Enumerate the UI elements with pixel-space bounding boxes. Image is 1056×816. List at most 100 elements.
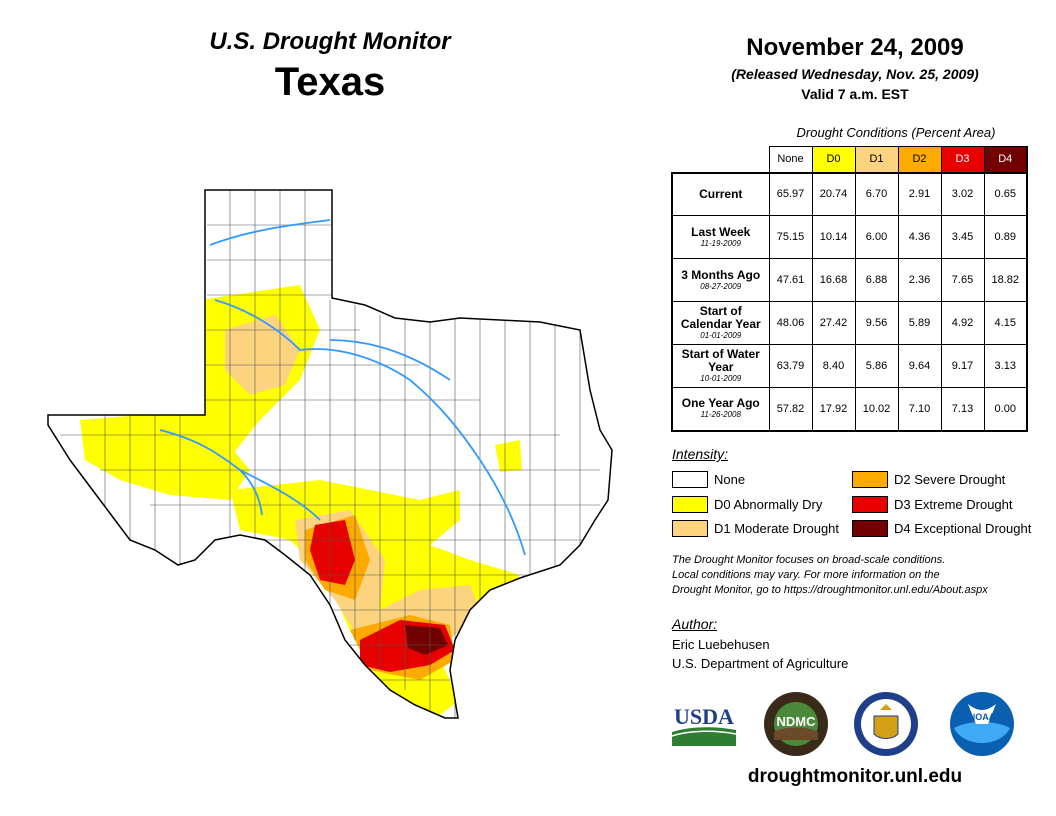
- value-cell: 2.91: [897, 172, 942, 216]
- value-cell: 5.86: [854, 344, 899, 388]
- release-line: (Released Wednesday, Nov. 25, 2009): [731, 66, 979, 82]
- legend-swatch-d0: [672, 496, 708, 513]
- category-d0: D0: [811, 146, 856, 174]
- legend-label-d4: D4 Exceptional Drought: [894, 521, 1032, 536]
- legend-label-none: None: [714, 472, 746, 487]
- value-cell: 6.70: [854, 172, 899, 216]
- legend-item-none: None: [672, 471, 745, 488]
- report-date: November 24, 2009: [746, 34, 964, 61]
- value-cell: 7.10: [897, 387, 942, 432]
- legend-label-d0: D0 Abnormally Dry: [714, 497, 823, 512]
- condition-row: Last Week 11-19-2009 75.15 10.14 6.00 4.36 3.4…: [671, 215, 1028, 259]
- value-cell: 3.45: [940, 215, 985, 259]
- value-cell: 4.36: [897, 215, 942, 259]
- usda-logo-text: USDA: [674, 704, 734, 729]
- row-label-text: Current: [699, 186, 743, 201]
- noaa-logo-text: NOAA: [969, 712, 996, 722]
- monitor-title: U.S. Drought Monitor: [209, 28, 451, 55]
- disclaimer: The Drought Monitor focuses on broad-sca…: [672, 553, 1042, 598]
- d1-region-panhandle: [225, 315, 300, 395]
- texas-outline: [47, 189, 613, 719]
- value-cell: 7.13: [940, 387, 985, 432]
- row-label-text: One Year Ago: [681, 396, 760, 411]
- d0-region-west: [80, 410, 250, 500]
- legend-swatch-d1: [672, 520, 708, 537]
- texas-drought-map: [47, 189, 613, 719]
- ndmc-logo-icon: NDMC: [764, 692, 828, 756]
- value-cell: 48.06: [768, 301, 813, 345]
- header-right: November 24, 2009 (Released Wednesday, N…: [690, 34, 1020, 102]
- row-label: Start of Calendar Year 01-01-2009: [671, 301, 770, 345]
- legend-title: Intensity:: [672, 446, 729, 462]
- row-label-text: 3 Months Ago: [681, 267, 761, 282]
- value-cell: 65.97: [768, 172, 813, 216]
- rivers: [159, 219, 526, 556]
- value-cell: 3.13: [983, 344, 1028, 388]
- website-link[interactable]: droughtmonitor.unl.edu: [747, 766, 963, 787]
- row-label: One Year Ago 11-26-2008: [671, 387, 770, 432]
- value-cell: 0.00: [983, 387, 1028, 432]
- legend-swatch-d4: [852, 520, 888, 537]
- value-cell: 6.88: [854, 258, 899, 302]
- condition-row: Current 65.97 20.74 6.70 2.91 3.02 0.65: [671, 172, 1028, 216]
- row-label-text: Last Week: [691, 224, 751, 239]
- value-cell: 9.17: [940, 344, 985, 388]
- legend-item-d1: D1 Moderate Drought: [672, 520, 839, 537]
- row-date: 10-01-2009: [700, 374, 742, 383]
- author-name: Eric Luebehusen: [672, 637, 770, 652]
- conditions-table: None D0 D1 D2 D3 D4 Current 65.97 20.74 6.7…: [671, 146, 1028, 432]
- value-cell: 17.92: [811, 387, 856, 432]
- category-d2: D2: [897, 146, 942, 174]
- value-cell: 3.02: [940, 172, 985, 216]
- value-cell: 16.68: [811, 258, 856, 302]
- category-header-row: None D0 D1 D2 D3 D4: [672, 146, 1028, 174]
- condition-row: 3 Months Ago 08-27-2009 47.61 16.68 6.88 2.36…: [671, 258, 1028, 302]
- category-d1: D1: [854, 146, 899, 174]
- legend-swatch-none: [672, 471, 708, 488]
- disclaimer-line-1: The Drought Monitor focuses on broad-sca…: [672, 554, 946, 566]
- value-cell: 8.40: [811, 344, 856, 388]
- ndmc-logo-text: NDMC: [777, 714, 817, 729]
- doc-seal-icon: [854, 692, 918, 756]
- value-cell: 2.36: [897, 258, 942, 302]
- usda-logo-icon: USDA: [671, 704, 737, 746]
- legend-item-d0: D0 Abnormally Dry: [672, 496, 822, 513]
- disclaimer-line-2: Local conditions may vary. For more info…: [672, 569, 940, 581]
- row-label-text: Start of Calendar Year: [680, 304, 761, 331]
- legend-swatch-d3: [852, 496, 888, 513]
- value-cell: 10.02: [854, 387, 899, 432]
- value-cell: 7.65: [940, 258, 985, 302]
- row-date: 01-01-2009: [700, 331, 742, 340]
- author-title: Author:: [672, 616, 718, 632]
- disclaimer-line-3: Drought Monitor, go to https://droughtmo…: [672, 584, 988, 596]
- value-cell: 9.64: [897, 344, 942, 388]
- conditions-caption: Drought Conditions (Percent Area): [796, 125, 996, 140]
- header-left: U.S. Drought Monitor Texas: [150, 28, 510, 105]
- value-cell: 27.42: [811, 301, 856, 345]
- legend-item-d2: D2 Severe Drought: [852, 471, 1005, 488]
- d3-region-central: [310, 520, 355, 585]
- value-cell: 63.79: [768, 344, 813, 388]
- row-label: Current: [671, 172, 770, 216]
- value-cell: 0.89: [983, 215, 1028, 259]
- row-label: 3 Months Ago 08-27-2009: [671, 258, 770, 302]
- row-label: Start of Water Year 10-01-2009: [671, 344, 770, 388]
- legend-item-d3: D3 Extreme Drought: [852, 496, 1013, 513]
- condition-row: One Year Ago 11-26-2008 57.82 17.92 10.02 7.1…: [671, 387, 1028, 432]
- value-cell: 4.15: [983, 301, 1028, 345]
- value-cell: 0.65: [983, 172, 1028, 216]
- legend-label-d2: D2 Severe Drought: [894, 472, 1006, 487]
- row-date: 11-19-2009: [700, 238, 741, 248]
- row-date: 08-27-2009: [700, 281, 742, 291]
- value-cell: 18.82: [983, 258, 1028, 302]
- legend-swatch-d2: [852, 471, 888, 488]
- category-d4: D4: [983, 146, 1028, 174]
- row-label-text: Start of Water Year: [681, 347, 760, 374]
- author-org: U.S. Department of Agriculture: [672, 656, 849, 671]
- value-cell: 10.14: [811, 215, 856, 259]
- value-cell: 6.00: [854, 215, 899, 259]
- d4-region-south: [405, 625, 448, 655]
- legend-label-d1: D1 Moderate Drought: [714, 521, 840, 536]
- value-cell: 75.15: [768, 215, 813, 259]
- noaa-logo-icon: NOAA: [950, 692, 1014, 756]
